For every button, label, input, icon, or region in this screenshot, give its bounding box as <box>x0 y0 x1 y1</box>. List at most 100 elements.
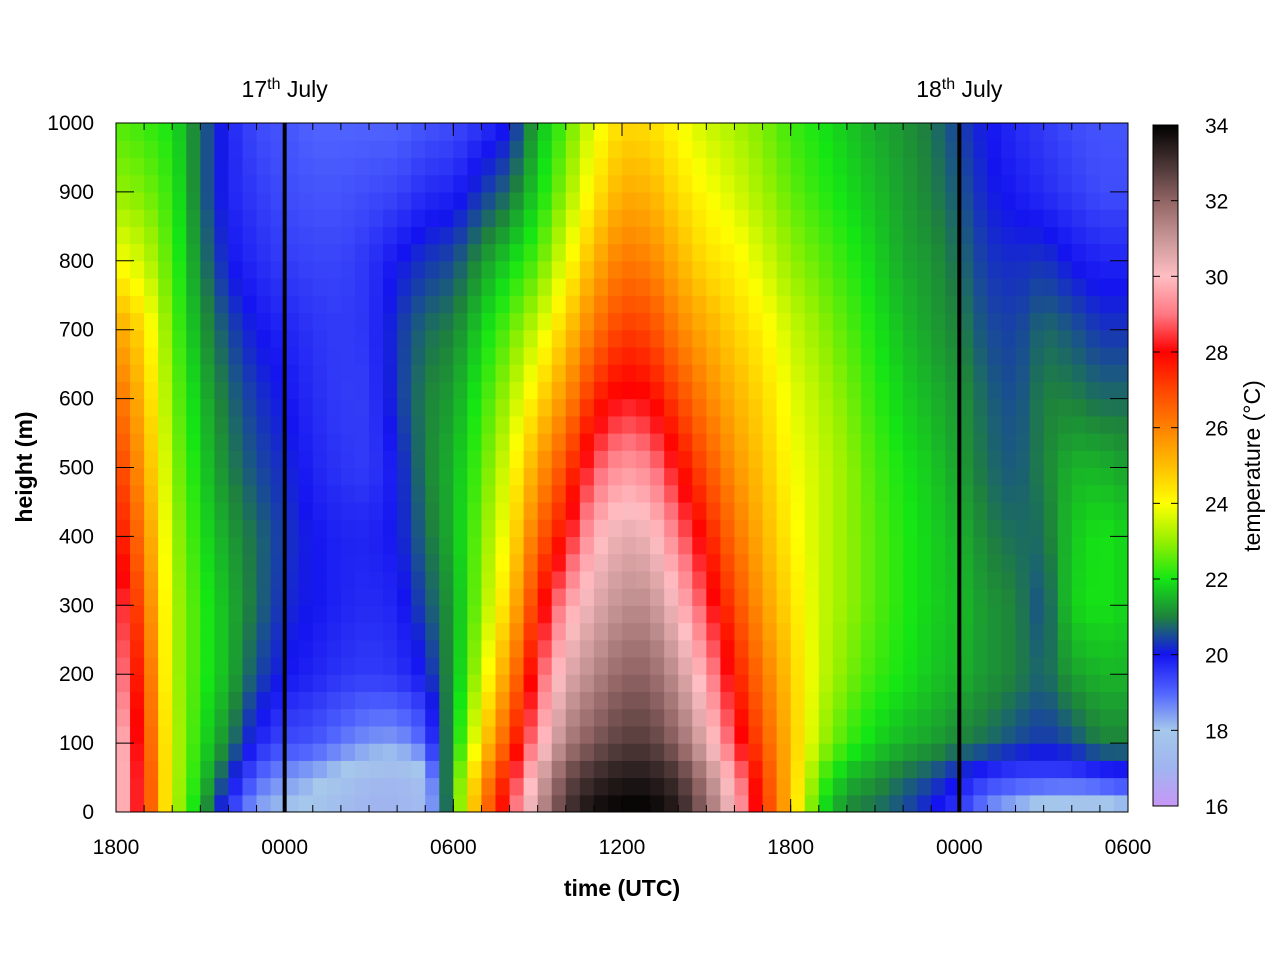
heatmap-cell <box>593 346 609 365</box>
heatmap-cell <box>607 725 623 744</box>
heatmap-cell <box>284 140 300 159</box>
heatmap-cell <box>467 570 483 589</box>
heatmap-cell <box>354 381 370 400</box>
day-marker-label: 17th July <box>242 76 329 103</box>
heatmap-cell <box>1043 588 1059 606</box>
heatmap-cell <box>664 743 679 761</box>
heatmap-cell <box>172 777 187 796</box>
heatmap-cell <box>804 760 820 779</box>
heatmap-cell <box>354 226 370 245</box>
heatmap-cell <box>903 174 918 193</box>
heatmap-cell <box>987 329 1003 348</box>
heatmap-cell <box>931 415 946 434</box>
heatmap-cell <box>1071 140 1087 159</box>
heatmap-cell <box>214 725 230 744</box>
heatmap-cell <box>495 157 511 176</box>
heatmap-cell <box>678 381 693 400</box>
heatmap-cell <box>453 639 468 658</box>
heatmap-cell <box>903 588 918 606</box>
heatmap-cell <box>1029 433 1045 451</box>
heatmap-cell <box>762 622 778 641</box>
heatmap-cell <box>622 484 637 503</box>
heatmap-cell <box>748 484 764 503</box>
heatmap-cell <box>495 605 511 624</box>
heatmap-cell <box>607 364 623 382</box>
heatmap-cell <box>284 450 300 469</box>
y-tick-label: 500 <box>59 457 94 480</box>
heatmap-cell <box>818 140 834 159</box>
heatmap-cell <box>607 226 623 245</box>
heatmap-cell <box>1071 536 1087 555</box>
heatmap-cell <box>284 725 300 744</box>
heatmap-cell <box>720 123 736 141</box>
heatmap-cell <box>734 295 750 314</box>
heatmap-cell <box>945 312 960 331</box>
heatmap-cell <box>636 570 651 589</box>
heatmap-cell <box>481 467 497 486</box>
heatmap-cell <box>256 725 272 744</box>
heatmap-cell <box>776 794 792 812</box>
heatmap-cell <box>987 415 1003 434</box>
heatmap-cell <box>509 691 525 710</box>
heatmap-cell <box>1015 639 1031 658</box>
heatmap-cell <box>144 708 159 727</box>
heatmap-cell <box>383 674 398 693</box>
heatmap-cell <box>917 226 932 245</box>
heatmap-cell <box>706 450 721 469</box>
heatmap-cell <box>453 381 468 400</box>
heatmap-cell <box>144 725 159 744</box>
heatmap-cell <box>607 570 623 589</box>
heatmap-cell <box>1085 157 1101 176</box>
heatmap-cell <box>607 708 623 727</box>
heatmap-cell <box>860 467 876 486</box>
heatmap-cell <box>678 433 693 451</box>
heatmap-cell <box>917 278 932 296</box>
heatmap-cell <box>692 501 707 520</box>
heatmap-cell <box>453 450 468 469</box>
heatmap-cell <box>706 174 721 193</box>
heatmap-cell <box>298 140 314 159</box>
heatmap-cell <box>228 415 244 434</box>
heatmap-cell <box>1071 157 1087 176</box>
heatmap-cell <box>565 743 581 761</box>
heatmap-cell <box>762 433 778 451</box>
heatmap-cell <box>439 639 454 658</box>
heatmap-cell <box>903 433 918 451</box>
heatmap-cell <box>565 794 581 812</box>
heatmap-cell <box>144 123 159 141</box>
heatmap-cell <box>1015 157 1031 176</box>
heatmap-cell <box>340 278 356 296</box>
heatmap-cell <box>397 191 412 210</box>
heatmap-cell <box>959 674 974 693</box>
heatmap-cell <box>622 467 637 486</box>
heatmap-cell <box>425 725 440 744</box>
heatmap-cell <box>523 725 539 744</box>
heatmap-cell <box>200 484 215 503</box>
heatmap-cell <box>917 243 932 262</box>
heatmap-cell <box>1071 191 1087 210</box>
heatmap-cell <box>200 622 215 641</box>
heatmap-cell <box>228 605 244 624</box>
heatmap-cell <box>678 209 693 227</box>
heatmap-cell <box>931 656 946 675</box>
heatmap-cell <box>130 174 145 193</box>
heatmap-cell <box>186 278 201 296</box>
heatmap-cell <box>551 725 567 744</box>
heatmap-cell <box>397 364 412 382</box>
heatmap-cell <box>495 191 511 210</box>
heatmap-cell <box>734 484 750 503</box>
heatmap-cell <box>425 278 440 296</box>
heatmap-cell <box>214 639 230 658</box>
heatmap-cell <box>158 157 173 176</box>
heatmap-cell <box>636 415 651 434</box>
heatmap-cell <box>523 295 539 314</box>
heatmap-cell <box>411 329 426 348</box>
heatmap-cell <box>776 312 792 331</box>
heatmap-cell <box>130 140 145 159</box>
heatmap-cell <box>720 501 736 520</box>
heatmap-cell <box>298 588 314 606</box>
heatmap-cell <box>172 191 187 210</box>
heatmap-cell <box>158 140 173 159</box>
heatmap-cell <box>917 519 932 537</box>
